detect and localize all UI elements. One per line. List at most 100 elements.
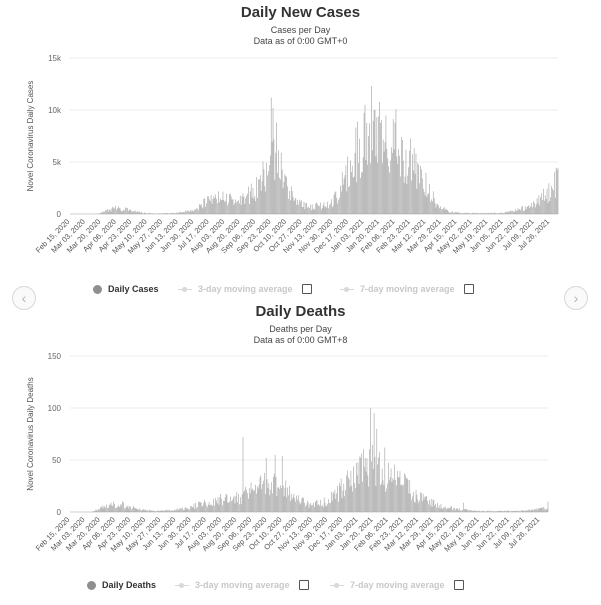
bar [120,504,122,512]
legend-checkbox-7-day[interactable] [453,580,464,590]
bar [242,193,244,214]
legend-dot-icon [93,284,102,294]
bar [192,210,194,214]
bar [506,510,508,512]
legend-item-7-day-average[interactable]: 7-day moving average [340,281,474,297]
bar [99,509,100,512]
bar [455,508,457,512]
bar [357,121,359,214]
bar [196,208,197,214]
bar [396,470,398,512]
bar [425,172,427,214]
legend-checkbox-3-day[interactable] [301,284,312,294]
bar [367,475,369,512]
bar [375,156,377,214]
previous-chart-button[interactable]: ‹ [12,286,36,310]
bar [149,509,150,512]
bar [326,505,328,512]
bar [415,490,417,512]
bar [535,509,536,512]
bar [429,499,430,512]
bar [506,211,508,214]
legend-label-daily-deaths: Daily Deaths [102,580,157,590]
bar [182,212,184,214]
bar [344,496,345,512]
bar [429,505,431,512]
legend-item-daily-deaths[interactable]: Daily Deaths [87,577,156,593]
bar [403,484,404,512]
legend-item-3-day-average[interactable]: 3-day moving average [178,281,312,297]
bar [95,509,97,512]
bar [300,199,302,214]
bar [434,203,436,214]
bar [395,109,397,214]
bar [314,506,315,512]
bar [177,508,179,512]
bar [465,509,467,512]
bar [206,203,207,214]
bar [142,509,144,512]
bar [212,199,214,214]
bar [209,505,211,512]
bar [354,483,355,512]
bar [382,480,384,512]
bar [205,502,206,512]
bar [498,213,500,214]
bar [141,212,143,214]
bar [554,172,555,214]
bar [137,509,139,512]
bar [313,502,314,512]
bar [442,209,443,214]
cases-chart-legend: Daily Cases 3-day moving average 7-day m… [0,281,601,297]
bar [280,485,281,512]
bar [245,486,246,512]
bar [512,511,513,512]
legend-checkbox-3-day[interactable] [298,580,309,590]
bar [260,190,262,214]
bar [507,212,509,214]
bar [188,211,189,214]
bar [204,198,206,214]
bar [465,212,467,214]
bar [445,506,446,512]
bar [471,510,473,512]
bar [301,207,303,214]
bar [513,211,514,214]
bar [248,186,249,214]
legend-checkbox-7-day[interactable] [463,284,474,294]
legend-item-daily-cases[interactable]: Daily Cases [93,281,159,297]
bar [133,210,135,214]
bar [112,206,114,214]
bar [322,507,324,512]
bar [285,480,287,512]
bar [501,212,502,214]
bar [343,178,345,214]
next-chart-button[interactable]: › [564,286,588,310]
bar [237,502,238,512]
bar [170,213,172,214]
bar [114,208,115,214]
bar [438,205,440,214]
bar [481,510,483,512]
y-tick-label: 5k [53,158,62,167]
bar [264,472,265,512]
bar [290,200,291,214]
bar [542,507,543,512]
legend-item-3-day-average[interactable]: 3-day moving average [175,577,309,593]
bar [435,207,437,214]
bar [450,212,451,214]
bar [315,500,317,512]
bar [414,502,416,512]
bar [368,135,369,214]
bar [403,182,405,214]
bar [94,511,96,512]
bar [241,196,243,214]
bar [229,501,230,512]
bar [316,202,318,214]
bar [418,502,420,512]
bar [348,479,350,512]
bar [104,211,105,214]
legend-item-7-day-average[interactable]: 7-day moving average [330,577,464,593]
bar [111,505,113,512]
